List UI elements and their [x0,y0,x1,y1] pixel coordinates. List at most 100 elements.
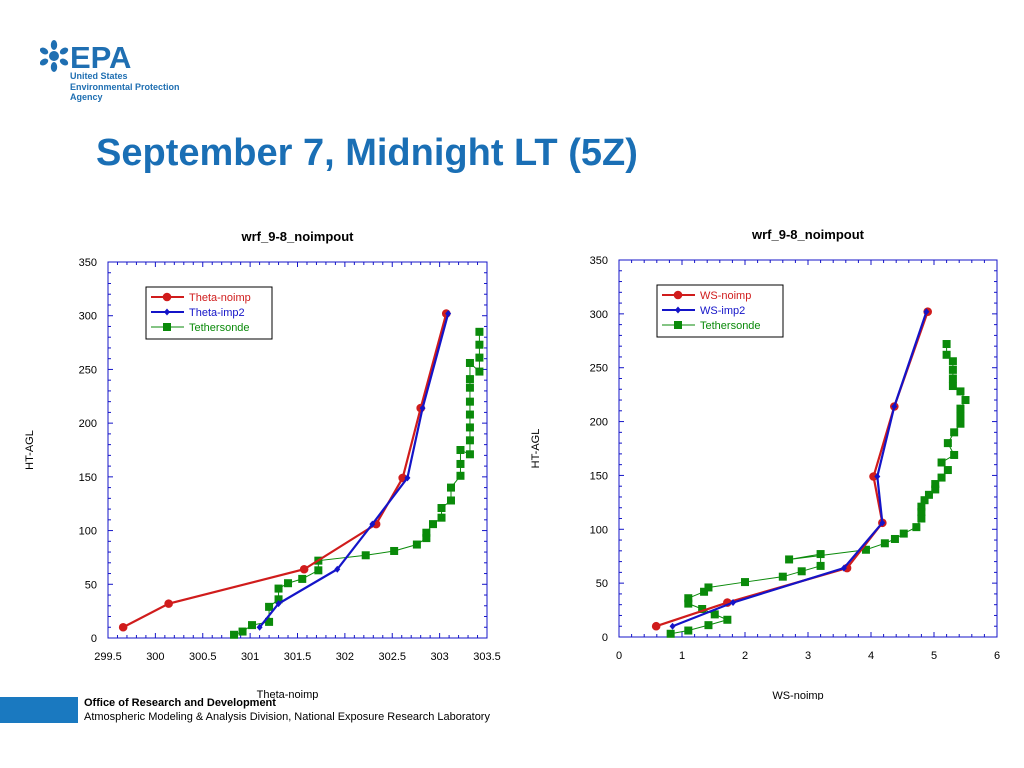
series-1 [669,308,930,630]
legend-label: Theta-noimp [189,292,251,304]
data-point [948,382,957,391]
data-point [456,471,465,480]
data-point [730,599,737,607]
y-tick-label: 350 [79,257,97,269]
y-tick-label: 50 [596,578,608,590]
data-point [274,595,283,604]
data-point [931,485,940,494]
data-point [920,496,929,505]
data-point [785,555,794,564]
theta-profile-chart: wrf_9-8_noimpout 0 50 100 150 200 250 300 350 299… [0,220,512,700]
data-point [256,623,263,631]
data-point [465,450,474,459]
data-point [956,387,965,396]
data-point [369,520,376,528]
data-point [475,353,484,362]
data-point [778,572,787,581]
data-point [943,466,952,475]
data-point [942,350,951,359]
data-point [704,583,713,592]
data-point [437,504,446,513]
y-axis-label: HT-AGL [530,429,542,469]
series-line [670,344,967,635]
y-tick-label: 250 [590,363,608,375]
x-tick-label: 303.5 [473,651,501,663]
x-tick-label: 301 [241,651,259,663]
y-tick-label: 250 [79,364,97,376]
y-tick-label: 0 [91,633,97,645]
slide-title: September 7, Midnight LT (5Z) [96,132,638,174]
data-point [465,410,474,419]
data-point [948,357,957,366]
x-tick-label: 303 [430,651,448,663]
epa-logo-mark: EPA [40,40,131,74]
x-tick-label: 299.5 [94,651,122,663]
data-point [917,514,926,523]
data-point [961,396,970,405]
data-point [950,450,959,459]
y-tick-label: 100 [79,526,97,538]
data-point [465,375,474,384]
data-point [456,446,465,454]
series-0 [651,307,933,631]
chart-title: wrf_9-8_noimpout [751,227,865,242]
data-point [890,534,899,543]
series-line [672,311,928,628]
data-point [666,629,675,638]
legend-entry: Tethersonde [151,322,250,334]
series-1 [256,310,452,631]
data-point [948,374,957,383]
data-point [840,564,847,572]
legend-entry: WS-imp2 [662,305,745,317]
series-2 [666,340,970,638]
legend-label: Tethersonde [700,320,761,332]
y-tick-label: 150 [590,470,608,482]
data-point [274,584,283,593]
data-point [723,615,732,624]
epa-logo-wordmark: EPA [70,40,131,74]
data-point [879,519,886,527]
data-point [741,578,749,587]
data-point [446,496,455,505]
data-point [265,602,274,611]
data-point [314,566,323,575]
data-point [948,365,957,374]
legend-entry: WS-noimp [662,290,751,302]
data-point [404,474,411,482]
data-point [475,367,484,376]
footer-division: Atmospheric Modeling & Analysis Division… [84,711,490,723]
data-point [230,630,239,639]
legend-label: Theta-imp2 [189,307,245,319]
footer-accent-bar [0,697,78,723]
data-point [891,402,898,410]
x-tick-label: 4 [868,650,874,662]
y-tick-label: 0 [602,632,608,644]
data-point [334,565,341,573]
data-point [956,412,965,421]
legend-marker [163,323,171,331]
y-tick-label: 200 [79,418,97,430]
data-point [299,564,309,574]
data-point [923,308,930,316]
x-tick-label: 5 [931,650,937,662]
data-point [710,610,719,619]
data-point [698,604,707,613]
logo-line-2: Environmental Protection [70,81,180,92]
data-point [465,423,474,432]
data-point [465,397,474,406]
legend-marker [162,292,172,302]
data-point [912,523,921,532]
data-point [445,310,452,318]
series-line [655,311,929,628]
logo-line-3: Agency [70,92,103,102]
x-tick-label: 302.5 [378,651,406,663]
legend-entry: Theta-imp2 [151,307,245,319]
wind-speed-profile-chart: wrf_9-8_noimpout 0 50 100 150 200 250 300 350 0 1 2… [512,220,1024,700]
x-tick-label: 0 [616,650,622,662]
data-point [437,513,446,522]
data-point [684,594,693,603]
x-tick-label: 300 [146,651,164,663]
data-point [465,383,474,392]
data-point [412,540,421,549]
data-point [446,483,455,492]
